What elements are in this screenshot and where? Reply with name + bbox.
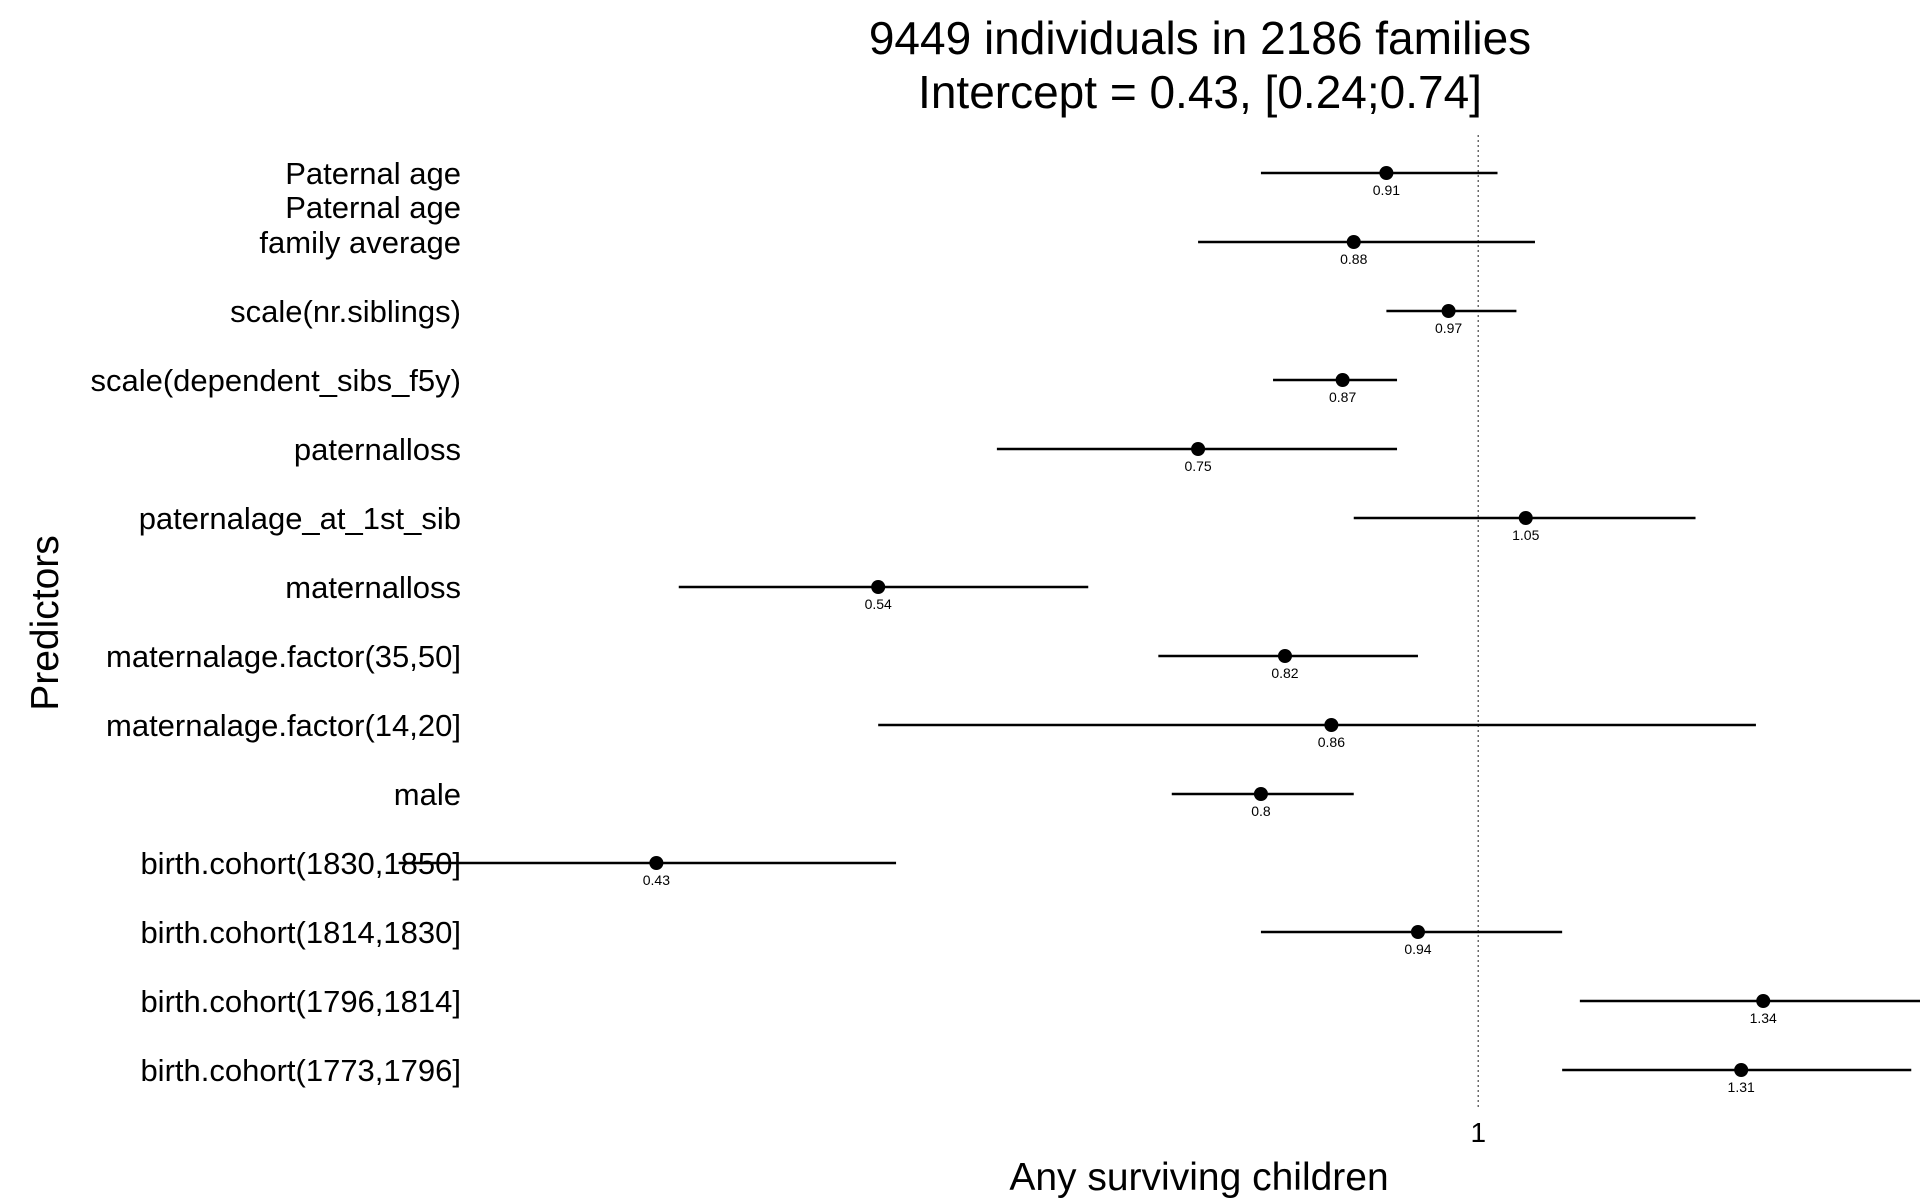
forest-row: paternalage_at_1st_sib 1.05 [139, 501, 1696, 543]
y-axis-title: Predictors [24, 535, 67, 711]
chart-title-line-2: Intercept = 0.43, [0.24;0.74] [918, 66, 1482, 118]
estimate-point [1756, 994, 1771, 1008]
estimate-point [1441, 304, 1456, 318]
forest-row: birth.cohort(1814,1830] 0.94 [140, 915, 1563, 957]
row-label: Paternal age [285, 156, 461, 191]
value-label: 0.91 [1373, 182, 1400, 198]
value-label: 0.82 [1271, 665, 1298, 681]
estimate-point [1335, 373, 1350, 387]
value-label: 0.87 [1329, 389, 1356, 405]
forest-row: maternalage.factor(14,20] 0.86 [106, 708, 1756, 750]
row-label: Paternal age [285, 190, 461, 225]
estimate-point [1379, 166, 1394, 180]
row-label: family average [259, 225, 461, 260]
row-label: birth.cohort(1814,1830] [140, 915, 461, 950]
row-label: scale(nr.siblings) [230, 294, 461, 329]
estimate-point [1734, 1063, 1749, 1077]
value-label: 0.86 [1318, 734, 1345, 750]
row-label: maternalage.factor(14,20] [106, 708, 461, 743]
chart-title-line-1: 9449 individuals in 2186 families [869, 12, 1531, 64]
row-label: male [394, 777, 461, 812]
forest-row: birth.cohort(1773,1796] 1.31 [140, 1053, 1912, 1095]
x-tick-label: 1 [1470, 1117, 1486, 1148]
estimate-point [1410, 925, 1425, 939]
x-axis-title: Any surviving children [1009, 1156, 1388, 1199]
row-label: birth.cohort(1773,1796] [140, 1053, 461, 1088]
forest-row: maternalage.factor(35,50] 0.82 [106, 639, 1418, 681]
row-label: paternalage_at_1st_sib [139, 501, 461, 536]
estimate-point [1346, 235, 1361, 249]
value-label: 0.43 [643, 872, 670, 888]
forest-row: Paternal age 0.91 [285, 156, 1498, 198]
forest-row: birth.cohort(1830,1850] 0.43 [140, 846, 897, 888]
row-label: paternalloss [294, 432, 461, 467]
estimate-point [1191, 442, 1206, 456]
estimate-point [1518, 511, 1533, 525]
forest-row: scale(dependent_sibs_f5y) 0.87 [90, 363, 1398, 405]
row-label: birth.cohort(1796,1814] [140, 984, 461, 1019]
value-label: 0.8 [1251, 803, 1271, 819]
estimate-point [1253, 787, 1268, 801]
x-axis-ticks: 1 [1470, 1117, 1486, 1148]
value-label: 0.75 [1184, 458, 1211, 474]
value-label: 0.94 [1404, 941, 1431, 957]
row-label: maternalage.factor(35,50] [106, 639, 461, 674]
forest-row: maternalloss 0.54 [285, 570, 1089, 612]
forest-row: scale(nr.siblings) 0.97 [230, 294, 1517, 336]
value-label: 0.97 [1435, 320, 1462, 336]
value-label: 0.54 [865, 596, 892, 612]
forest-row: birth.cohort(1796,1814] 1.34 [140, 984, 1920, 1026]
estimate-point [871, 580, 886, 594]
forest-row: paternalloss 0.75 [294, 432, 1398, 474]
value-label: 1.05 [1512, 527, 1539, 543]
value-label: 1.34 [1750, 1010, 1777, 1026]
forest-row: male 0.8 [394, 777, 1354, 819]
estimate-point [1277, 649, 1292, 663]
estimate-point [649, 856, 664, 870]
row-label: scale(dependent_sibs_f5y) [90, 363, 461, 398]
value-label: 1.31 [1728, 1079, 1755, 1095]
value-label: 0.88 [1340, 251, 1367, 267]
row-label: maternalloss [285, 570, 461, 605]
estimate-point [1324, 718, 1339, 732]
